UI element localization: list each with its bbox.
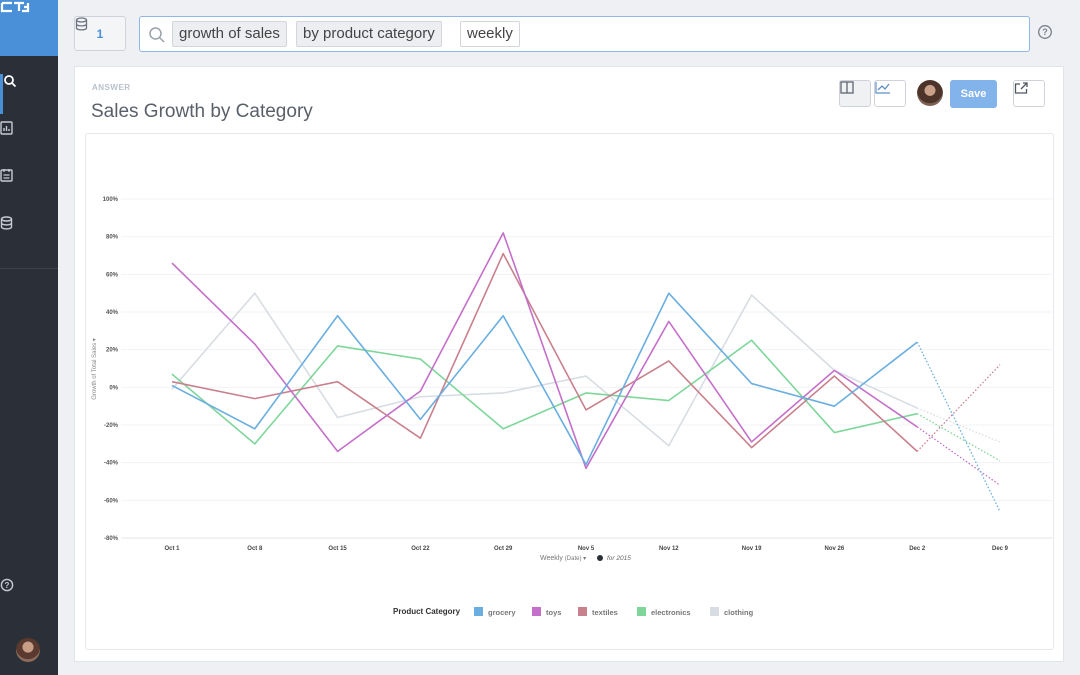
y-tick-label: 20% <box>106 348 119 354</box>
x-tick-label: Oct 29 <box>494 546 513 552</box>
y-tick-label: 40% <box>106 310 119 316</box>
y-tick-label: 100% <box>103 197 119 203</box>
filter-icon <box>597 555 603 561</box>
x-axis-label: Weekly (Date) ▾ <box>540 555 586 562</box>
search-icon <box>4 75 17 88</box>
x-tick-label: Nov 19 <box>742 546 762 552</box>
x-tick-label: Oct 15 <box>328 546 347 552</box>
x-tick-label: Dec 9 <box>992 546 1009 552</box>
help-icon: ? <box>1038 25 1052 39</box>
datasource-button[interactable]: 1 <box>74 16 126 51</box>
line-chart: 100% 80% 60% 40% 20% 0% -20% -40% -60% -80% Oct 1 O… <box>92 197 1052 617</box>
x-tick-label: Oct 22 <box>411 546 430 552</box>
legend-swatch-textiles <box>578 607 587 616</box>
series-line-electronics <box>171 339 918 445</box>
legend-swatch-grocery <box>474 607 483 616</box>
x-tick-label: Nov 26 <box>825 546 845 552</box>
series-line-toys <box>171 232 918 470</box>
series-line-textiles <box>171 252 918 452</box>
y-tick-label: -80% <box>104 536 119 542</box>
x-axis-filter: for 2015 <box>607 555 631 562</box>
thoughtspot-logo-icon <box>0 1 30 13</box>
share-icon <box>1014 82 1028 94</box>
table-view-button[interactable] <box>839 80 871 107</box>
search-icon <box>149 27 165 43</box>
search-input[interactable]: growth of sales by product category week… <box>139 16 1030 52</box>
search-token[interactable]: by product category <box>296 21 442 47</box>
x-tick-label: Oct 8 <box>247 546 263 552</box>
answer-label: ANSWER <box>92 83 131 92</box>
chart-view-button[interactable] <box>874 80 906 107</box>
table-icon <box>840 81 854 94</box>
legend-label-clothing: clothing <box>724 608 754 617</box>
svg-text:?: ? <box>1042 27 1048 37</box>
answers-icon <box>0 121 13 135</box>
legend-label-electronics: electronics <box>651 608 691 617</box>
sidebar-divider <box>0 268 58 269</box>
help-icon: ? <box>0 578 14 592</box>
nav-answers[interactable] <box>0 121 58 161</box>
y-axis-label: Growth of Total Sales ▾ <box>92 338 98 400</box>
line-chart-icon <box>875 82 890 94</box>
y-tick-label: 60% <box>106 272 119 278</box>
database-icon <box>75 17 88 31</box>
legend-label-grocery: grocery <box>488 608 516 617</box>
data-icon <box>0 216 13 230</box>
nav-help[interactable]: ? <box>0 578 58 618</box>
left-sidebar: ? <box>0 0 58 675</box>
x-tick-label: Nov 5 <box>578 546 595 552</box>
nav-pinboards[interactable] <box>0 168 58 208</box>
legend-label-textiles: textiles <box>592 608 618 617</box>
series-line-grocery <box>171 292 918 466</box>
save-button[interactable]: Save <box>950 80 997 108</box>
y-tick-label: 80% <box>106 235 119 241</box>
search-token[interactable]: weekly <box>460 21 520 47</box>
x-tick-label: Nov 12 <box>659 546 679 552</box>
series-forecast-clothing <box>916 407 1001 443</box>
legend-label-toys: toys <box>546 608 561 617</box>
datasource-count: 1 <box>96 26 104 41</box>
nav-search[interactable] <box>0 74 58 114</box>
series-forecast-textiles <box>916 364 1001 452</box>
legend-swatch-clothing <box>710 607 719 616</box>
user-avatar[interactable] <box>16 638 40 662</box>
svg-text:?: ? <box>5 581 10 590</box>
chart-container: 100% 80% 60% 40% 20% 0% -20% -40% -60% -80% Oct 1 O… <box>85 133 1054 650</box>
series-forecast-grocery <box>916 341 1001 512</box>
y-tick-label: -40% <box>104 461 119 467</box>
author-avatar[interactable] <box>917 80 943 106</box>
answer-title[interactable]: Sales Growth by Category <box>91 101 313 122</box>
app-logo[interactable] <box>0 0 58 56</box>
y-tick-label: -60% <box>104 498 119 504</box>
y-tick-label: 0% <box>109 385 118 391</box>
x-tick-label: Oct 1 <box>164 546 180 552</box>
series-forecast-electronics <box>916 413 1001 462</box>
y-tick-label: -20% <box>104 423 119 429</box>
legend-title: Product Category <box>393 607 461 616</box>
legend-swatch-electronics <box>637 607 646 616</box>
share-button[interactable] <box>1013 80 1045 107</box>
series-line-clothing <box>171 292 918 447</box>
nav-data[interactable] <box>0 216 58 256</box>
x-tick-label: Dec 2 <box>909 546 926 552</box>
legend-swatch-toys <box>532 607 541 616</box>
series-forecast-toys <box>916 426 1001 486</box>
pinboards-icon <box>0 169 13 182</box>
search-token[interactable]: growth of sales <box>172 21 287 47</box>
